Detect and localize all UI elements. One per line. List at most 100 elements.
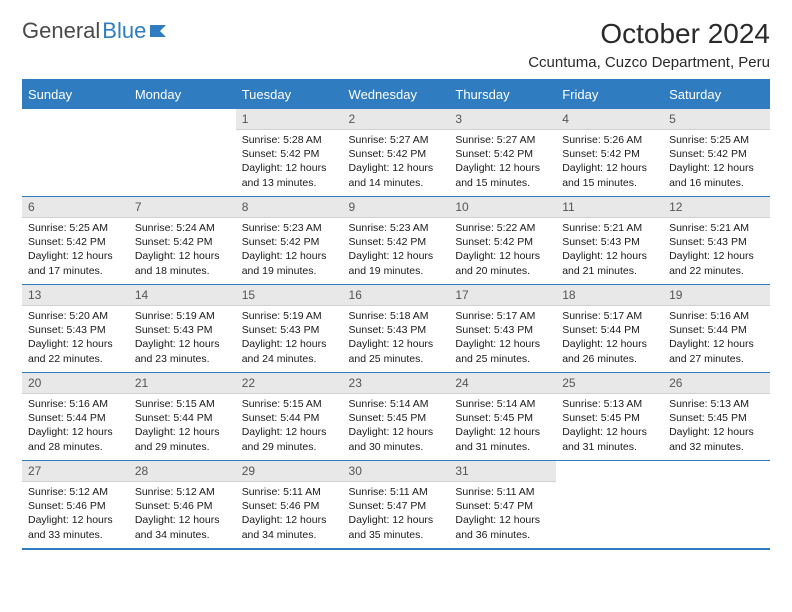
sunset-line: Sunset: 5:43 PM bbox=[28, 323, 123, 337]
sunset-line: Sunset: 5:43 PM bbox=[349, 323, 444, 337]
sunset-line: Sunset: 5:43 PM bbox=[135, 323, 230, 337]
sunset-line: Sunset: 5:43 PM bbox=[242, 323, 337, 337]
day-number: 1 bbox=[236, 109, 343, 130]
logo-flag-icon bbox=[150, 22, 172, 40]
calendar-cell: 28Sunrise: 5:12 AMSunset: 5:46 PMDayligh… bbox=[129, 461, 236, 549]
day-info: Sunrise: 5:15 AMSunset: 5:44 PMDaylight:… bbox=[236, 394, 343, 457]
sunset-line: Sunset: 5:47 PM bbox=[455, 499, 550, 513]
sunset-line: Sunset: 5:43 PM bbox=[455, 323, 550, 337]
sunset-line: Sunset: 5:42 PM bbox=[135, 235, 230, 249]
sunrise-line: Sunrise: 5:17 AM bbox=[455, 309, 550, 323]
day-info: Sunrise: 5:17 AMSunset: 5:44 PMDaylight:… bbox=[556, 306, 663, 369]
calendar-cell: 2Sunrise: 5:27 AMSunset: 5:42 PMDaylight… bbox=[343, 109, 450, 197]
sunrise-line: Sunrise: 5:26 AM bbox=[562, 133, 657, 147]
day-number: 27 bbox=[22, 461, 129, 482]
day-info: Sunrise: 5:19 AMSunset: 5:43 PMDaylight:… bbox=[236, 306, 343, 369]
sunrise-line: Sunrise: 5:19 AM bbox=[135, 309, 230, 323]
day-info: Sunrise: 5:22 AMSunset: 5:42 PMDaylight:… bbox=[449, 218, 556, 281]
day-header: Friday bbox=[556, 80, 663, 109]
calendar-cell: 7Sunrise: 5:24 AMSunset: 5:42 PMDaylight… bbox=[129, 197, 236, 285]
day-info: Sunrise: 5:18 AMSunset: 5:43 PMDaylight:… bbox=[343, 306, 450, 369]
daylight-line: Daylight: 12 hours and 21 minutes. bbox=[562, 249, 657, 277]
day-info: Sunrise: 5:13 AMSunset: 5:45 PMDaylight:… bbox=[663, 394, 770, 457]
day-number: 29 bbox=[236, 461, 343, 482]
day-info: Sunrise: 5:25 AMSunset: 5:42 PMDaylight:… bbox=[22, 218, 129, 281]
sunrise-line: Sunrise: 5:20 AM bbox=[28, 309, 123, 323]
day-number: 30 bbox=[343, 461, 450, 482]
sunset-line: Sunset: 5:42 PM bbox=[669, 147, 764, 161]
day-number: 5 bbox=[663, 109, 770, 130]
sunrise-line: Sunrise: 5:18 AM bbox=[349, 309, 444, 323]
day-number: 18 bbox=[556, 285, 663, 306]
day-number: 31 bbox=[449, 461, 556, 482]
calendar-cell: 23Sunrise: 5:14 AMSunset: 5:45 PMDayligh… bbox=[343, 373, 450, 461]
day-number: 12 bbox=[663, 197, 770, 218]
day-number: 17 bbox=[449, 285, 556, 306]
sunrise-line: Sunrise: 5:14 AM bbox=[455, 397, 550, 411]
sunset-line: Sunset: 5:42 PM bbox=[242, 147, 337, 161]
sunrise-line: Sunrise: 5:15 AM bbox=[242, 397, 337, 411]
day-number: 7 bbox=[129, 197, 236, 218]
calendar-cell: 3Sunrise: 5:27 AMSunset: 5:42 PMDaylight… bbox=[449, 109, 556, 197]
calendar-cell: 20Sunrise: 5:16 AMSunset: 5:44 PMDayligh… bbox=[22, 373, 129, 461]
sunset-line: Sunset: 5:44 PM bbox=[242, 411, 337, 425]
daylight-line: Daylight: 12 hours and 15 minutes. bbox=[455, 161, 550, 189]
day-number: 16 bbox=[343, 285, 450, 306]
day-header: Sunday bbox=[22, 80, 129, 109]
day-number: 15 bbox=[236, 285, 343, 306]
daylight-line: Daylight: 12 hours and 28 minutes. bbox=[28, 425, 123, 453]
day-number: 8 bbox=[236, 197, 343, 218]
day-info: Sunrise: 5:11 AMSunset: 5:47 PMDaylight:… bbox=[343, 482, 450, 545]
day-info: Sunrise: 5:28 AMSunset: 5:42 PMDaylight:… bbox=[236, 130, 343, 193]
sunrise-line: Sunrise: 5:16 AM bbox=[669, 309, 764, 323]
sunset-line: Sunset: 5:44 PM bbox=[28, 411, 123, 425]
daylight-line: Daylight: 12 hours and 29 minutes. bbox=[135, 425, 230, 453]
sunrise-line: Sunrise: 5:25 AM bbox=[28, 221, 123, 235]
daylight-line: Daylight: 12 hours and 36 minutes. bbox=[455, 513, 550, 541]
sunset-line: Sunset: 5:46 PM bbox=[242, 499, 337, 513]
sunrise-line: Sunrise: 5:11 AM bbox=[242, 485, 337, 499]
daylight-line: Daylight: 12 hours and 31 minutes. bbox=[455, 425, 550, 453]
calendar-cell: 10Sunrise: 5:22 AMSunset: 5:42 PMDayligh… bbox=[449, 197, 556, 285]
sunrise-line: Sunrise: 5:13 AM bbox=[669, 397, 764, 411]
sunrise-line: Sunrise: 5:17 AM bbox=[562, 309, 657, 323]
day-info: Sunrise: 5:14 AMSunset: 5:45 PMDaylight:… bbox=[449, 394, 556, 457]
day-info: Sunrise: 5:26 AMSunset: 5:42 PMDaylight:… bbox=[556, 130, 663, 193]
sunrise-line: Sunrise: 5:21 AM bbox=[669, 221, 764, 235]
day-number: 11 bbox=[556, 197, 663, 218]
day-number: 24 bbox=[449, 373, 556, 394]
calendar-cell: 27Sunrise: 5:12 AMSunset: 5:46 PMDayligh… bbox=[22, 461, 129, 549]
daylight-line: Daylight: 12 hours and 22 minutes. bbox=[669, 249, 764, 277]
calendar-cell: 1Sunrise: 5:28 AMSunset: 5:42 PMDaylight… bbox=[236, 109, 343, 197]
location-label: Ccuntuma, Cuzco Department, Peru bbox=[528, 54, 770, 71]
sunset-line: Sunset: 5:42 PM bbox=[455, 235, 550, 249]
day-info: Sunrise: 5:21 AMSunset: 5:43 PMDaylight:… bbox=[663, 218, 770, 281]
calendar-cell: 19Sunrise: 5:16 AMSunset: 5:44 PMDayligh… bbox=[663, 285, 770, 373]
day-info: Sunrise: 5:25 AMSunset: 5:42 PMDaylight:… bbox=[663, 130, 770, 193]
day-header: Saturday bbox=[663, 80, 770, 109]
sunrise-line: Sunrise: 5:25 AM bbox=[669, 133, 764, 147]
day-number: 4 bbox=[556, 109, 663, 130]
sunrise-line: Sunrise: 5:15 AM bbox=[135, 397, 230, 411]
daylight-line: Daylight: 12 hours and 31 minutes. bbox=[562, 425, 657, 453]
day-info: Sunrise: 5:12 AMSunset: 5:46 PMDaylight:… bbox=[129, 482, 236, 545]
day-header: Wednesday bbox=[343, 80, 450, 109]
day-header: Thursday bbox=[449, 80, 556, 109]
calendar-cell: 29Sunrise: 5:11 AMSunset: 5:46 PMDayligh… bbox=[236, 461, 343, 549]
sunset-line: Sunset: 5:46 PM bbox=[135, 499, 230, 513]
day-number: 21 bbox=[129, 373, 236, 394]
calendar-cell: 25Sunrise: 5:13 AMSunset: 5:45 PMDayligh… bbox=[556, 373, 663, 461]
sunset-line: Sunset: 5:42 PM bbox=[455, 147, 550, 161]
daylight-line: Daylight: 12 hours and 27 minutes. bbox=[669, 337, 764, 365]
calendar-table: SundayMondayTuesdayWednesdayThursdayFrid… bbox=[22, 79, 770, 550]
sunset-line: Sunset: 5:43 PM bbox=[562, 235, 657, 249]
day-info: Sunrise: 5:19 AMSunset: 5:43 PMDaylight:… bbox=[129, 306, 236, 369]
day-number: 28 bbox=[129, 461, 236, 482]
sunrise-line: Sunrise: 5:19 AM bbox=[242, 309, 337, 323]
calendar-cell: 8Sunrise: 5:23 AMSunset: 5:42 PMDaylight… bbox=[236, 197, 343, 285]
daylight-line: Daylight: 12 hours and 34 minutes. bbox=[135, 513, 230, 541]
day-info: Sunrise: 5:12 AMSunset: 5:46 PMDaylight:… bbox=[22, 482, 129, 545]
sunset-line: Sunset: 5:44 PM bbox=[562, 323, 657, 337]
sunrise-line: Sunrise: 5:16 AM bbox=[28, 397, 123, 411]
day-info: Sunrise: 5:14 AMSunset: 5:45 PMDaylight:… bbox=[343, 394, 450, 457]
